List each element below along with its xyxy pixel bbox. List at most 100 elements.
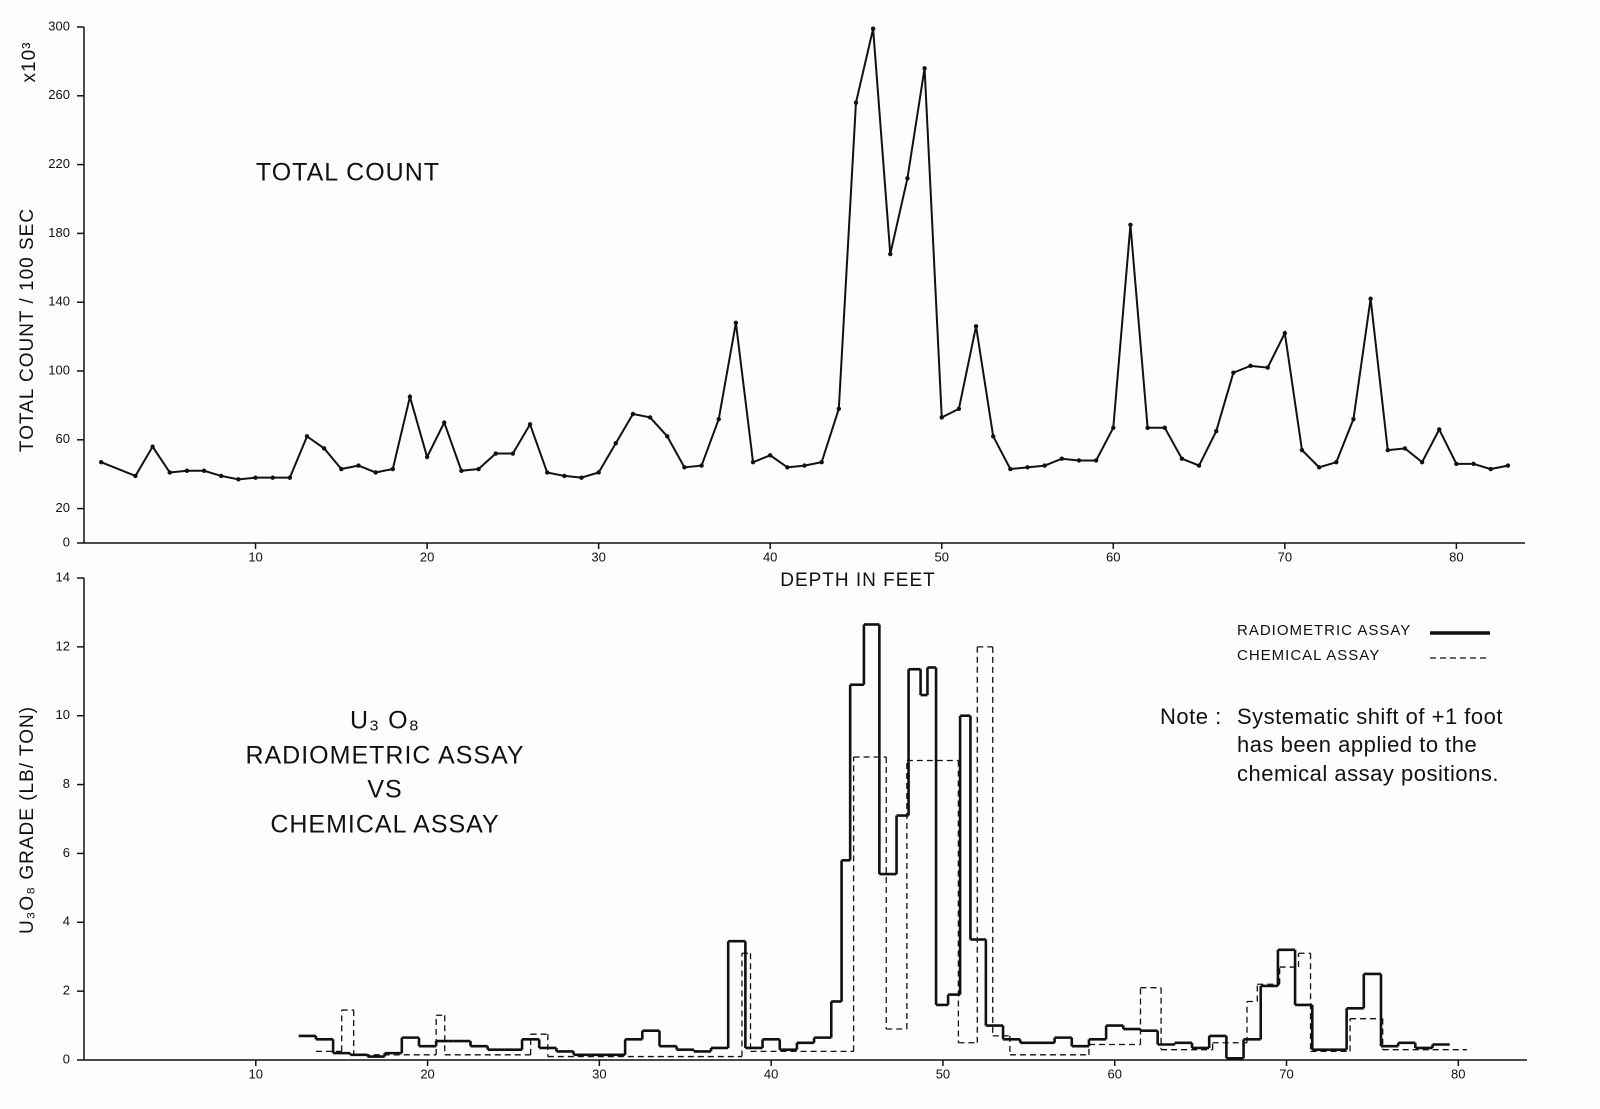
- data-point: [819, 459, 824, 465]
- data-point: [1162, 425, 1167, 430]
- data-point: [562, 473, 567, 479]
- y-tick-label: 10: [56, 707, 70, 722]
- data-point: [356, 463, 361, 468]
- y-tick-label: 0: [63, 1051, 70, 1066]
- x-axis-label: DEPTH IN FEET: [780, 570, 936, 591]
- data-point: [596, 470, 601, 475]
- data-point: [236, 477, 241, 482]
- data-point: [647, 415, 653, 420]
- data-point: [1488, 466, 1493, 472]
- data-point: [1334, 459, 1339, 465]
- data-point: [510, 451, 516, 456]
- x-tick-label: 70: [1278, 549, 1292, 564]
- data-point: [716, 416, 721, 422]
- x-tick-label: 60: [1107, 1066, 1121, 1081]
- data-point: [1145, 425, 1150, 430]
- y-tick-label: 6: [63, 845, 70, 860]
- data-line: [100, 28, 1509, 481]
- data-point: [133, 473, 138, 479]
- data-point: [699, 463, 704, 468]
- data-point: [905, 176, 910, 181]
- data-point: [184, 468, 190, 473]
- x-tick-label: 20: [420, 549, 434, 564]
- x-tick-label: 70: [1279, 1066, 1293, 1081]
- x-tick-label: 40: [763, 549, 777, 564]
- y-tick-label: 2: [63, 983, 70, 998]
- data-point: [750, 459, 756, 465]
- data-point: [870, 26, 876, 31]
- data-point: [1042, 463, 1047, 468]
- data-point: [1076, 458, 1082, 463]
- x-tick-label: 30: [592, 1066, 606, 1081]
- x-tick-label: 60: [1106, 549, 1120, 564]
- annotation: U₃ O₈: [350, 707, 420, 735]
- data-point: [1231, 370, 1236, 375]
- data-point: [1025, 465, 1030, 470]
- data-point: [544, 470, 550, 475]
- x-tick-label: 30: [591, 549, 605, 564]
- data-point: [733, 320, 739, 326]
- y-tick-label: 140: [48, 294, 70, 309]
- data-point: [1316, 465, 1322, 470]
- data-point: [459, 468, 464, 473]
- note-line: has been applied to the: [1237, 732, 1477, 757]
- x-tick-label: 20: [420, 1066, 434, 1081]
- y-axis-label: U₃O₈ GRADE (LB/ TON): [17, 706, 38, 934]
- data-point: [802, 463, 807, 468]
- data-point: [1351, 416, 1356, 422]
- data-point: [991, 434, 996, 439]
- y-tick-label: 14: [56, 569, 70, 584]
- data-point: [1111, 425, 1116, 430]
- data-point: [304, 434, 310, 439]
- data-point: [1385, 447, 1390, 453]
- y-tick-label: 60: [56, 431, 70, 446]
- data-point: [1454, 461, 1459, 467]
- data-point: [201, 468, 207, 473]
- data-point: [956, 406, 962, 412]
- data-point: [390, 466, 395, 472]
- annotation: VS: [367, 776, 402, 804]
- data-point: [270, 475, 275, 480]
- y-tick-label: 220: [48, 156, 70, 171]
- data-point: [1419, 459, 1425, 465]
- x-tick-label: 50: [936, 1066, 950, 1081]
- data-point: [853, 100, 859, 105]
- data-point: [1402, 446, 1408, 451]
- y-tick-label: 12: [56, 638, 70, 653]
- data-point: [167, 470, 172, 475]
- data-point: [1179, 456, 1185, 461]
- data-point: [1008, 466, 1013, 472]
- data-point: [493, 451, 498, 456]
- data-point: [613, 441, 618, 446]
- x-tick-label: 10: [248, 549, 262, 564]
- y-tick-label: 4: [63, 914, 70, 929]
- data-point: [836, 406, 842, 412]
- data-point: [321, 446, 327, 451]
- data-point: [1505, 463, 1511, 468]
- data-point: [767, 453, 773, 458]
- y-tick-label: 300: [48, 18, 70, 33]
- data-point: [373, 470, 378, 475]
- x-tick-label: 80: [1451, 1066, 1465, 1081]
- y-tick-label: 20: [56, 500, 70, 515]
- note-line: chemical assay positions.: [1237, 761, 1499, 786]
- y-tick-label: 180: [48, 225, 70, 240]
- data-point: [527, 422, 533, 427]
- data-point: [442, 420, 447, 425]
- y-tick-label: 100: [48, 362, 70, 377]
- data-point: [1059, 456, 1065, 461]
- data-point: [1196, 463, 1202, 468]
- data-point: [1471, 461, 1476, 467]
- data-point: [1248, 363, 1253, 369]
- data-point: [665, 434, 670, 439]
- data-point: [219, 473, 224, 479]
- data-point: [630, 411, 636, 417]
- y-tick-label: 260: [48, 87, 70, 102]
- data-point: [1128, 222, 1133, 227]
- data-point: [579, 475, 584, 480]
- y-tick-label: 0: [63, 534, 70, 549]
- data-point: [98, 459, 104, 465]
- x-tick-label: 40: [764, 1066, 778, 1081]
